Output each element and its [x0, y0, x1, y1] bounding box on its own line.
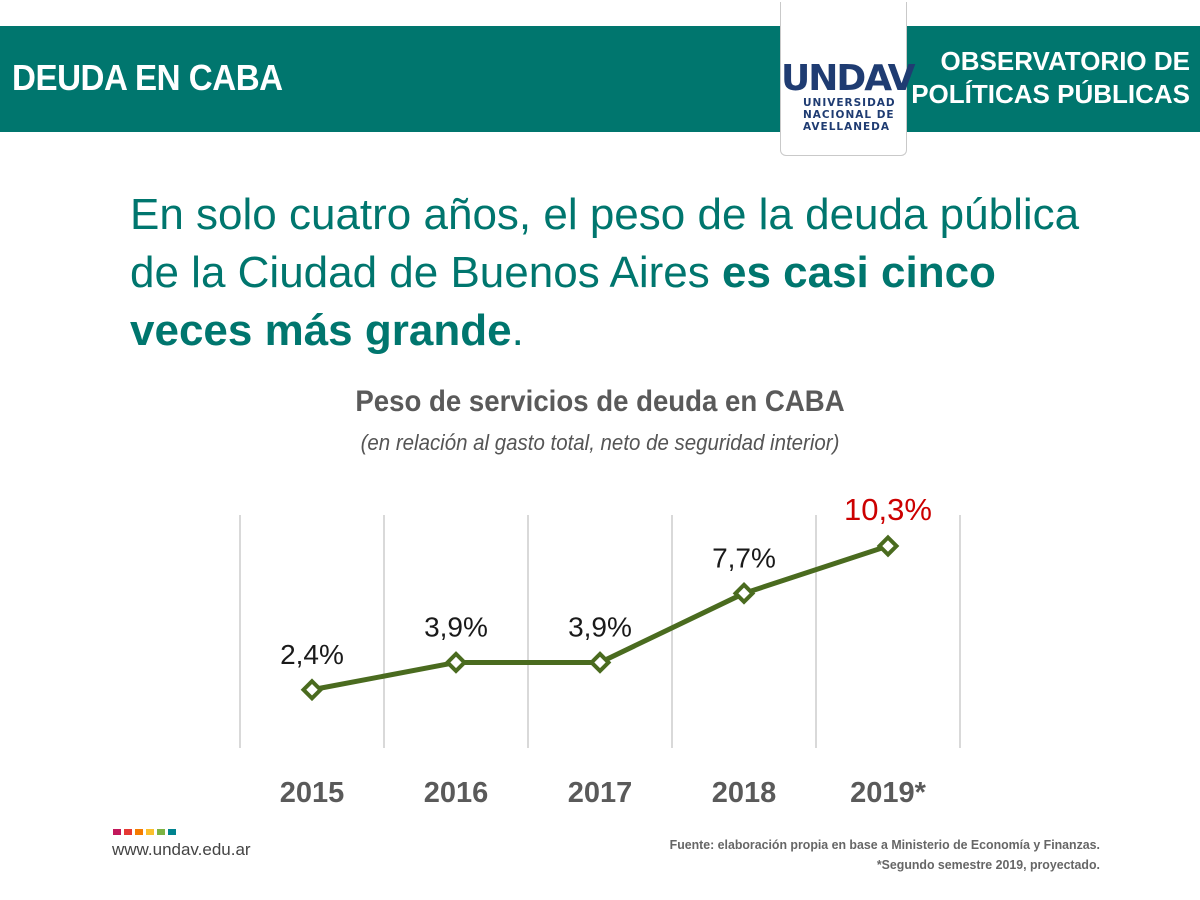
logo-line-3: AVELLANEDA [803, 121, 891, 133]
data-label-2019*: 10,3% [844, 492, 932, 527]
data-label-2016: 3,9% [424, 611, 488, 642]
undav-logo: UNDAV UNIVERSIDAD NACIONAL DE AVELLANEDA [780, 2, 916, 156]
data-point-2017 [588, 651, 612, 674]
source-line-2: *Segundo semestre 2019, proyectado. [876, 857, 1100, 872]
chart-subtitle: (en relación al gasto total, neto de seg… [360, 430, 840, 455]
data-label-2017: 3,9% [568, 611, 632, 642]
headline: En solo cuatro años, el peso de la deuda… [130, 186, 1090, 360]
brand-color-strip [113, 829, 176, 835]
page-title: DEUDA EN CABA [12, 57, 283, 98]
headline-normal: En solo cuatro años, el peso de la deuda… [130, 190, 1080, 297]
source-note: Fuente: elaboración propia en base a Min… [670, 835, 1100, 875]
headline-bold: es casi cinco veces más grande [130, 248, 996, 355]
brand-color-5 [168, 829, 176, 835]
x-tick-2018: 2018 [712, 777, 777, 809]
x-tick-2019*: 2019* [850, 777, 927, 809]
brand-color-2 [135, 829, 143, 835]
source-line-1: Fuente: elaboración propia en base a Min… [669, 837, 1100, 852]
data-label-2015: 2,4% [280, 639, 344, 670]
brand-color-3 [146, 829, 154, 835]
data-label-2018: 7,7% [712, 542, 776, 573]
observatory-line-1: OBSERVATORIO DE [940, 46, 1190, 76]
website-link[interactable]: www.undav.edu.ar [112, 840, 251, 859]
data-point-2019* [876, 534, 900, 558]
data-point-2018 [732, 581, 756, 605]
headline-end: . [511, 306, 524, 355]
chart-title: Peso de servicios de deuda en CABA [355, 385, 845, 418]
observatory-title: OBSERVATORIO DE POLÍTICAS PÚBLICAS [911, 45, 1190, 111]
x-tick-2016: 2016 [424, 777, 489, 809]
logo-line-2: NACIONAL DE [803, 109, 895, 121]
x-tick-2015: 2015 [280, 777, 345, 809]
data-point-2016 [444, 651, 468, 674]
brand-color-4 [157, 829, 165, 835]
observatory-line-2: POLÍTICAS PÚBLICAS [911, 79, 1190, 109]
brand-color-1 [124, 829, 132, 835]
logo-wordmark: UNDAV [781, 58, 916, 99]
logo-subtitle: UNIVERSIDAD NACIONAL DE AVELLANEDA [803, 97, 896, 133]
brand-color-0 [113, 829, 121, 835]
data-point-2015 [300, 678, 324, 702]
header-banner [0, 26, 1200, 132]
x-tick-2017: 2017 [568, 777, 633, 809]
logo-line-1: UNIVERSIDAD [803, 97, 896, 109]
